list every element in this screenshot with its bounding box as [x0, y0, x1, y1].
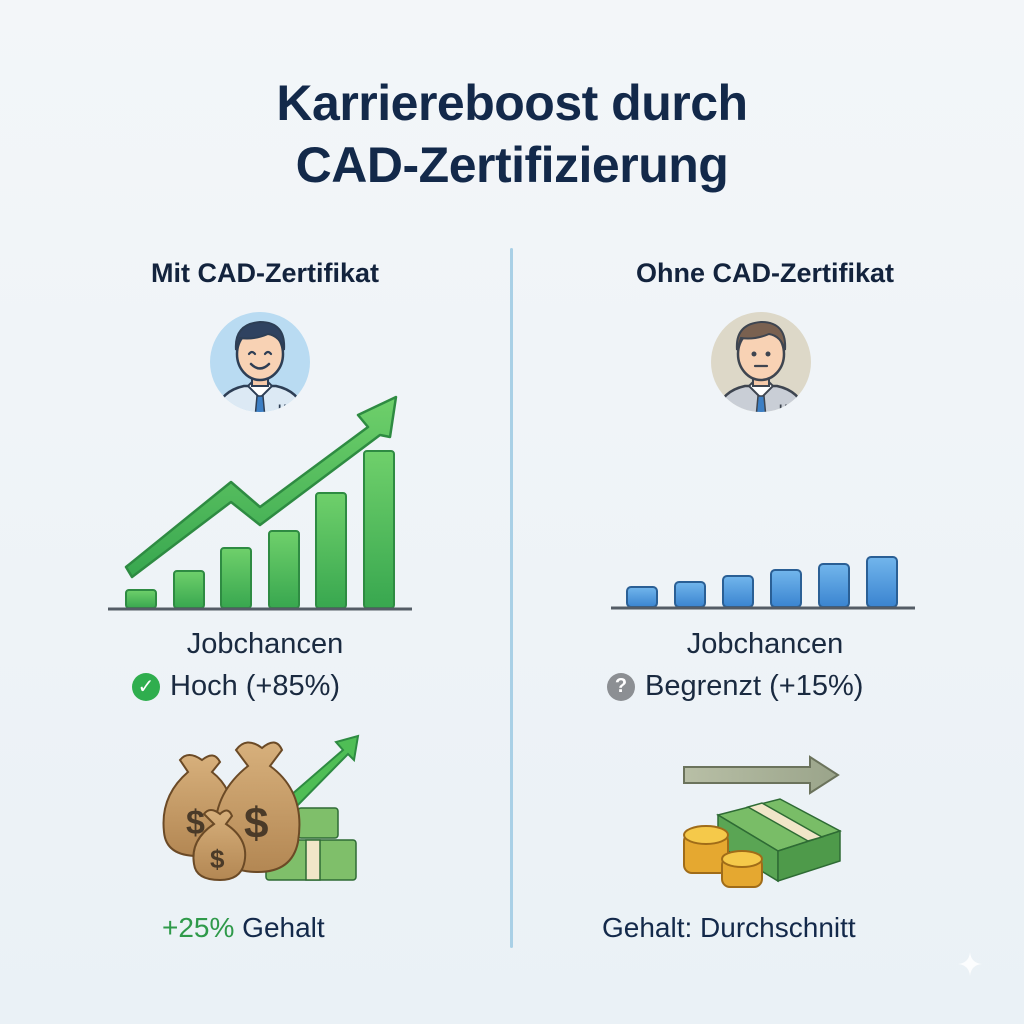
title-line-1: Karriereboost durch: [276, 75, 748, 131]
left-salary-pct: +25%: [162, 912, 235, 943]
right-status-text: Begrenzt (+15%): [645, 670, 864, 702]
left-jobchancen-label: Jobchancen: [186, 628, 344, 660]
left-growth-chart: [108, 395, 412, 611]
right-salary: Gehalt: Durchschnitt: [602, 912, 856, 943]
money-bags-growth-icon: $ $ $: [162, 734, 360, 882]
column-divider: [510, 248, 513, 948]
svg-text:$: $: [244, 799, 268, 848]
left-salary: +25% Gehalt: [162, 912, 325, 944]
left-heading: Mit CAD-Zertifikat: [151, 258, 379, 288]
title-line-2: CAD-Zertifizierung: [295, 137, 729, 193]
question-circle-icon: ?: [607, 672, 635, 701]
svg-text:HR: HR: [779, 402, 797, 416]
right-heading: Ohne CAD-Zertifikat: [635, 258, 895, 288]
right-jobchancen-label: Jobchancen: [686, 628, 844, 660]
sparkle-watermark-icon: [958, 952, 982, 976]
check-circle-icon: ✓: [132, 672, 160, 701]
cash-coins-flat-icon: [683, 755, 842, 888]
happy-hr-avatar-icon: HR: [210, 312, 310, 412]
left-status: ✓ Hoch (+85%): [132, 670, 340, 703]
left-salary-text: Gehalt: [234, 912, 325, 943]
right-flat-chart: [611, 556, 915, 610]
left-status-text: Hoch (+85%): [170, 670, 341, 702]
page-title: Karriereboost durch CAD-Zertifizierung: [0, 72, 1024, 196]
svg-text:$: $: [210, 844, 225, 874]
right-status: ? Begrenzt (+15%): [607, 670, 863, 703]
neutral-hr-avatar-icon: HR: [711, 312, 811, 416]
svg-text:$: $: [186, 804, 205, 842]
